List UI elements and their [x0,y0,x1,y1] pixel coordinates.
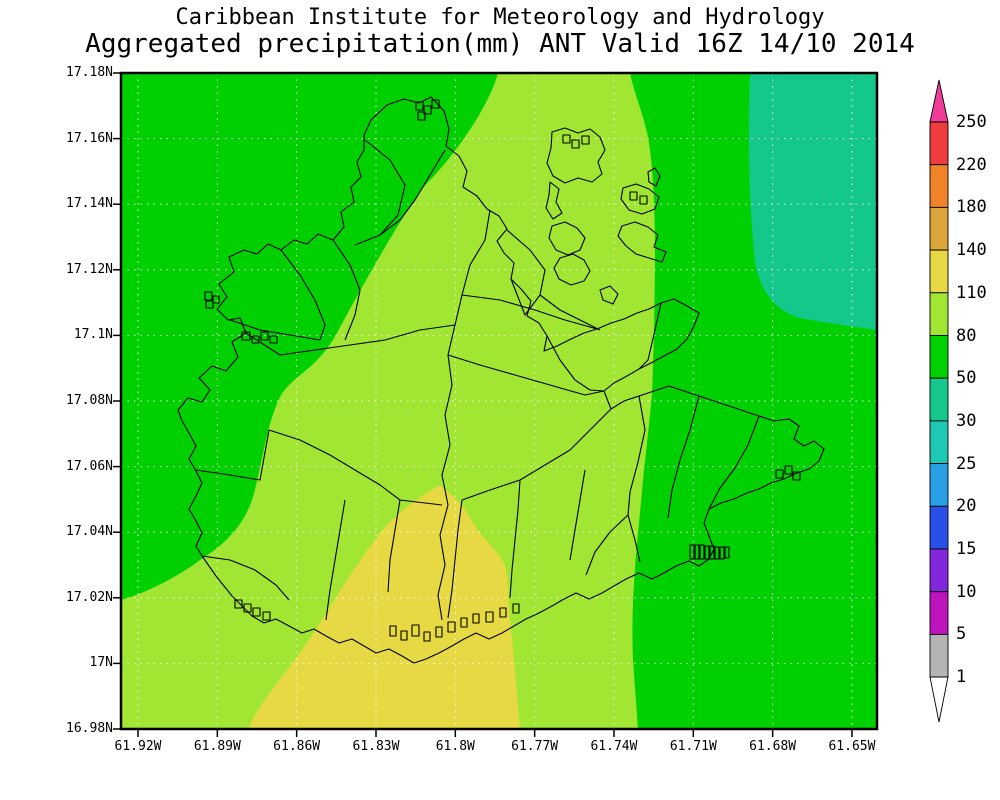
colorbar-level-label: 20 [956,496,977,517]
y-tick-label: 17.1N [73,327,113,343]
island-outline [177,96,825,664]
colorbar-bottom-arrow [929,676,949,723]
rain-region-110-140 [248,485,520,729]
colorbar-level-label: 220 [956,154,987,175]
grid-lines [121,73,877,729]
colorbar-segment [929,505,949,550]
page-subtitle: Aggregated precipitation(mm) ANT Valid 1… [85,29,915,59]
x-tick-label: 61.86W [273,739,321,754]
colorbar-segment [929,548,949,593]
x-tick-label: 61.71W [669,739,717,754]
x-tick-label: 61.74W [590,739,638,754]
colorbar-segment [929,249,949,294]
y-tick-label: 17.08N [66,393,113,408]
colorbar-level-label: 30 [956,410,977,431]
colorbar-segment [929,164,949,208]
colorbar [929,79,949,723]
colorbar-level-label: 25 [956,453,977,474]
colorbar-segment [929,420,949,465]
x-tick-label: 61.65W [828,739,876,754]
colorbar-top-arrow [929,79,949,123]
colorbar-segment [929,633,949,678]
y-tick-label: 17.16N [66,130,113,146]
colorbar-level-label: 250 [956,112,987,132]
y-tick-label: 16.98N [66,721,113,736]
offshore-islets [545,127,667,305]
colorbar-level-label: 5 [956,624,967,645]
colorbar-segments [929,121,949,678]
x-tick-label: 61.68W [749,739,797,754]
x-tick-label: 61.77W [511,739,559,754]
page-title: Caribbean Institute for Meteorology and … [175,5,825,30]
colorbar-segment [929,121,949,166]
colorbar-level-label: 15 [956,539,977,559]
colorbar-level-label: 140 [956,240,987,261]
colorbar-segment [929,591,949,635]
colorbar-segment [929,292,949,336]
antigua-coastline [177,96,825,664]
watershed-boundaries [195,139,760,621]
y-tick-label: 17.02N [66,589,113,605]
colorbar-segment [929,463,949,507]
colorbar-segment [929,377,949,422]
axis-tick-marks [113,72,853,737]
colorbar-level-label: 50 [956,368,977,389]
colorbar-level-label: 180 [956,197,987,218]
x-tick-label: 61.8W [435,739,475,754]
x-tick-label: 61.89W [193,739,241,754]
x-tick-label: 61.83W [352,739,400,754]
rain-region-30-50 [748,73,877,330]
y-tick-label: 17N [89,655,113,671]
colorbar-level-label: 1 [956,667,967,688]
colorbar-segment [929,206,949,251]
colorbar-level-label: 80 [956,325,977,346]
colorbar-segment [929,335,949,379]
colorbar-level-label: 10 [956,581,977,602]
x-tick-label: 61.92W [114,739,162,754]
y-tick-label: 17.18N [66,65,113,80]
colorbar-level-label: 110 [956,282,987,303]
y-tick-label: 17.04N [66,524,113,540]
coastal-parcel-squares [204,99,801,642]
y-tick-label: 17.14N [66,196,113,212]
y-tick-label: 17.06N [66,458,113,474]
y-tick-label: 17.12N [66,261,113,277]
